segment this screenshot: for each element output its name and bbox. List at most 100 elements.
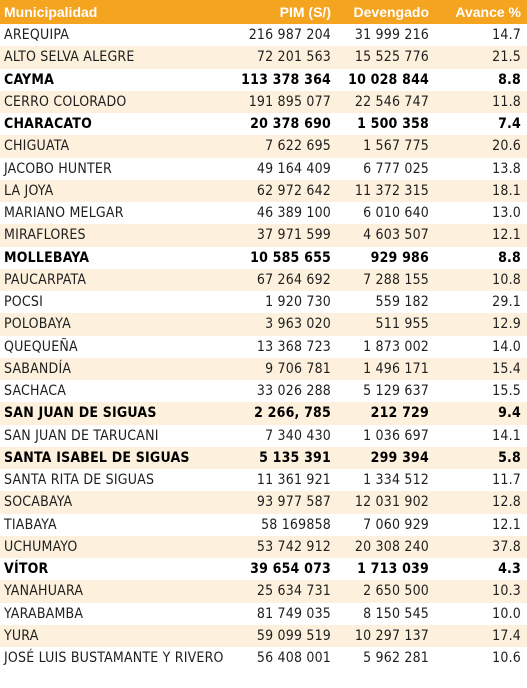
municipality-name-cell: CAYMA	[4, 71, 55, 88]
pim-cell: 67 264 692	[256, 271, 331, 288]
pim-cell: 58 169858	[261, 516, 331, 533]
municipality-name-cell: PAUCARPATA	[4, 271, 87, 288]
municipality-name-cell: POLOBAYA	[4, 316, 71, 333]
pim-cell: 25 634 731	[256, 583, 331, 600]
devengado-cell: 15 525 776	[354, 49, 429, 66]
avance-cell: 12.1	[492, 227, 521, 244]
table-row: YARABAMBA 81 749 035 8 150 545 10.0	[0, 603, 527, 625]
table-row: MIRAFLORES 37 971 599 4 603 507 12.1	[0, 224, 527, 247]
table-row: SAN JUAN DE SIGUAS 2 266, 785 212 729 9.4	[0, 402, 527, 425]
pim-cell: 191 895 077	[248, 93, 331, 110]
pim-cell: 113 378 364	[241, 71, 331, 88]
table-row: SOCABAYA 93 977 587 12 031 902 12.8	[0, 491, 527, 514]
devengado-cell: 7 060 929	[363, 516, 429, 533]
municipality-name-cell: QUEQUEÑA	[4, 338, 78, 355]
avance-cell: 29.1	[492, 294, 521, 311]
avance-cell: 12.8	[492, 494, 521, 511]
devengado-cell: 10 028 844	[348, 71, 429, 88]
pim-cell: 3 963 020	[265, 316, 331, 333]
avance-cell: 7.4	[498, 116, 521, 133]
municipality-name-cell: CHIGUATA	[4, 138, 70, 155]
table-header-row: Municipalidad PIM (S/) Devengado Avance …	[0, 0, 527, 24]
municipality-name-cell: JOSÉ LUIS BUSTAMANTE Y RIVERO	[4, 650, 224, 667]
devengado-cell: 22 546 747	[354, 93, 429, 110]
devengado-cell: 12 031 902	[354, 494, 429, 511]
table-row: CHARACATO 20 378 690 1 500 358 7.4	[0, 113, 527, 135]
avance-cell: 17.4	[492, 627, 521, 644]
devengado-cell: 1 496 171	[363, 360, 429, 377]
table-body: AREQUIPA 216 987 204 31 999 216 14.7 ALTO SE…	[0, 24, 527, 669]
avance-cell: 10.0	[492, 605, 521, 622]
municipality-name-cell: POCSI	[4, 294, 44, 311]
municipality-name-cell: SAN JUAN DE SIGUAS	[4, 405, 157, 422]
pim-cell: 33 026 288	[256, 383, 331, 400]
pim-cell: 59 099 519	[256, 627, 331, 644]
municipality-name-cell: LA JOYA	[4, 182, 54, 199]
avance-cell: 11.8	[492, 93, 521, 110]
avance-cell: 12.1	[492, 516, 521, 533]
avance-cell: 21.5	[492, 49, 521, 66]
avance-cell: 20.6	[492, 138, 521, 155]
pim-cell: 49 164 409	[256, 160, 331, 177]
pim-cell: 2 266, 785	[254, 405, 331, 422]
avance-cell: 4.3	[498, 561, 521, 578]
municipality-name-cell: YURA	[4, 627, 39, 644]
table-row: SANTA RITA DE SIGUAS 11 361 921 1 334 512 1…	[0, 469, 527, 491]
avance-cell: 12.9	[492, 316, 521, 333]
municipality-name-cell: SANTA RITA DE SIGUAS	[4, 472, 155, 489]
devengado-cell: 929 986	[370, 249, 429, 266]
table-row: MARIANO MELGAR 46 389 100 6 010 640 13.0	[0, 202, 527, 224]
pim-cell: 9 706 781	[265, 360, 331, 377]
table-row: JOSÉ LUIS BUSTAMANTE Y RIVERO 56 408 001 5…	[0, 647, 527, 669]
pim-cell: 7 340 430	[265, 427, 331, 444]
devengado-cell: 11 372 315	[354, 182, 429, 199]
pim-cell: 56 408 001	[256, 650, 331, 667]
avance-cell: 11.7	[492, 472, 521, 489]
avance-cell: 10.3	[492, 583, 521, 600]
devengado-cell: 7 288 155	[363, 271, 429, 288]
avance-cell: 8.8	[498, 249, 521, 266]
table-row: SABANDÍA 9 706 781 1 496 171 15.4	[0, 357, 527, 380]
devengado-cell: 5 962 281	[363, 650, 429, 667]
municipality-name-cell: SAN JUAN DE TARUCANI	[4, 427, 159, 444]
municipality-name-cell: SABANDÍA	[4, 360, 72, 377]
table-row: LA JOYA 62 972 642 11 372 315 18.1	[0, 179, 527, 202]
avance-cell: 18.1	[492, 182, 521, 199]
municipality-name-cell: YANAHUARA	[4, 583, 84, 600]
table-row: PAUCARPATA 67 264 692 7 288 155 10.8	[0, 268, 527, 291]
pim-cell: 46 389 100	[256, 205, 331, 222]
pim-cell: 11 361 921	[256, 472, 331, 489]
table-row: SACHACA 33 026 288 5 129 637 15.5	[0, 380, 527, 402]
devengado-cell: 511 955	[375, 316, 429, 333]
devengado-cell: 1 500 358	[357, 116, 429, 133]
table-row: CAYMA 113 378 364 10 028 844 8.8	[0, 69, 527, 91]
table-row: ALTO SELVA ALEGRE 72 201 563 15 525 776 21.…	[0, 46, 527, 69]
devengado-cell: 1 567 775	[363, 138, 429, 155]
avance-cell: 37.8	[492, 538, 521, 555]
devengado-cell: 212 729	[370, 405, 429, 422]
municipality-name-cell: MARIANO MELGAR	[4, 205, 124, 222]
pim-cell: 37 971 599	[256, 227, 331, 244]
municipality-name-cell: ALTO SELVA ALEGRE	[4, 49, 135, 66]
table-row: TIABAYA 58 169858 7 060 929 12.1	[0, 514, 527, 536]
municipality-name-cell: CHARACATO	[4, 116, 92, 133]
devengado-cell: 4 603 507	[363, 227, 429, 244]
pim-cell: 39 654 073	[250, 561, 331, 578]
header-devengado: Devengado	[353, 4, 429, 20]
avance-cell: 5.8	[498, 449, 521, 466]
avance-cell: 10.8	[492, 271, 521, 288]
municipality-name-cell: TIABAYA	[4, 516, 57, 533]
devengado-cell: 1 036 697	[363, 427, 429, 444]
avance-cell: 15.5	[492, 383, 521, 400]
avance-cell: 9.4	[498, 405, 521, 422]
devengado-cell: 10 297 137	[354, 627, 429, 644]
header-avance: Avance %	[455, 4, 521, 20]
devengado-cell: 8 150 545	[363, 605, 429, 622]
avance-cell: 13.8	[492, 160, 521, 177]
pim-cell: 62 972 642	[256, 182, 331, 199]
avance-cell: 14.1	[492, 427, 521, 444]
pim-cell: 7 622 695	[265, 138, 331, 155]
devengado-cell: 2 650 500	[363, 583, 429, 600]
devengado-cell: 1 873 002	[363, 338, 429, 355]
header-pim: PIM (S/)	[279, 4, 331, 20]
